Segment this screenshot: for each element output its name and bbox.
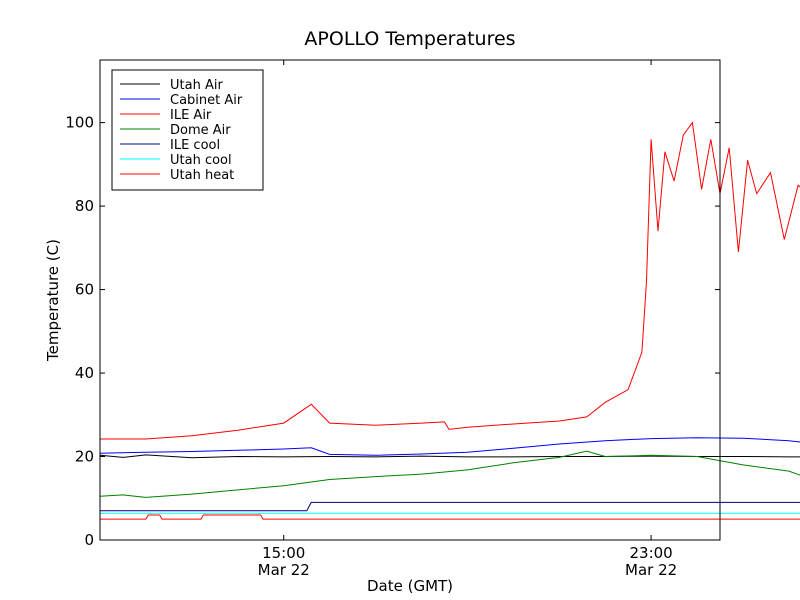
x-tick-label-date: Mar 22 — [625, 561, 677, 579]
legend-label: Utah Air — [170, 78, 223, 93]
series-line-cabinet-air — [99, 437, 800, 456]
y-tick-label: 0 — [84, 531, 94, 549]
legend-box — [111, 69, 264, 191]
x-tick-label-time: 15:00 — [262, 544, 305, 562]
series-line-ile-air — [100, 121, 800, 440]
legend-label: Cabinet Air — [170, 93, 243, 108]
chart-title: APOLLO Temperatures — [304, 28, 515, 50]
series-line-utah-air — [99, 454, 800, 459]
legend-label: Utah cool — [170, 153, 232, 168]
y-tick-label: 40 — [75, 364, 94, 382]
x-tick-label-date: Mar 22 — [258, 561, 310, 579]
legend-label: ILE cool — [170, 138, 220, 153]
series-line-ile-cool — [100, 501, 800, 512]
y-tick-label: 100 — [65, 114, 94, 132]
plot-frame — [99, 59, 721, 541]
y-axis-label: Temperature (C) — [44, 239, 62, 362]
y-tick-label: 20 — [75, 448, 94, 466]
y-tick-label: 60 — [75, 281, 94, 299]
legend-label: Utah heat — [170, 168, 234, 183]
legend-label: Dome Air — [170, 123, 231, 138]
series-line-utah-heat — [100, 514, 800, 520]
x-tick-label-time: 23:00 — [629, 544, 672, 562]
plot-lines — [99, 121, 800, 520]
y-tick-label: 80 — [75, 197, 94, 215]
legend-label: ILE Air — [170, 108, 212, 123]
series-line-dome-air — [99, 450, 800, 498]
y-axis: 0 20 40 60 80 100 — [65, 114, 720, 549]
x-axis-label: Date (GMT) — [367, 577, 453, 595]
